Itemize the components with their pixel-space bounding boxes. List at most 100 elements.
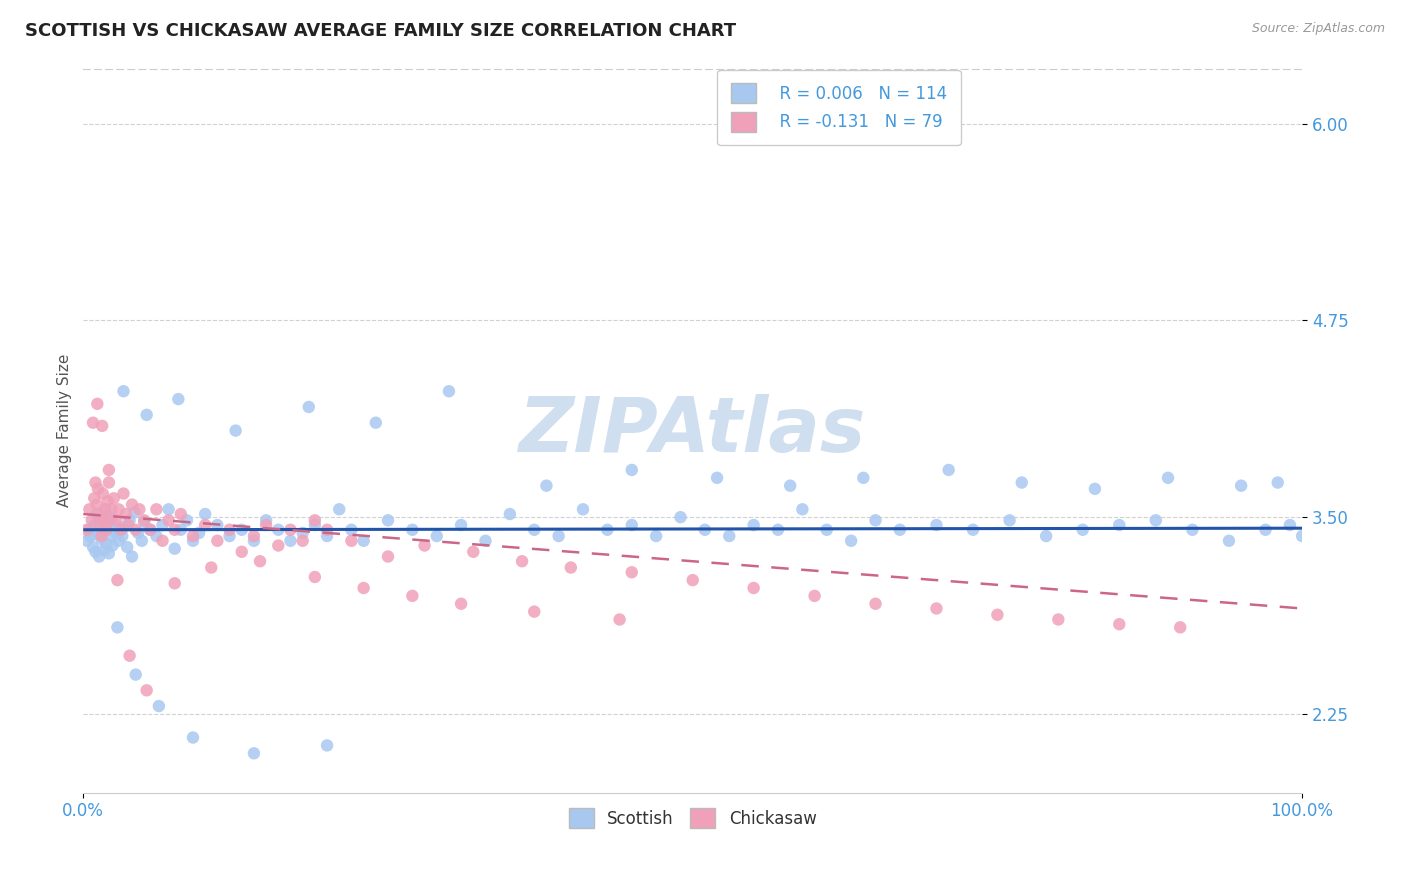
Point xyxy=(115,507,138,521)
Point xyxy=(353,533,375,548)
Point xyxy=(89,549,111,564)
Point xyxy=(304,513,326,527)
Y-axis label: Average Family Size: Average Family Size xyxy=(58,354,72,508)
Point xyxy=(127,525,149,540)
Point xyxy=(377,513,399,527)
Point xyxy=(231,545,253,559)
Point xyxy=(1230,478,1253,492)
Point xyxy=(111,529,134,543)
Point xyxy=(135,408,157,422)
Point xyxy=(267,539,290,553)
Point xyxy=(280,523,302,537)
Point xyxy=(139,523,162,537)
Point xyxy=(80,513,103,527)
Point xyxy=(93,513,115,527)
Point xyxy=(523,523,546,537)
Point xyxy=(1168,620,1191,634)
Point xyxy=(243,529,266,543)
Point xyxy=(304,570,326,584)
Point xyxy=(1267,475,1289,490)
Point xyxy=(97,494,120,508)
Point xyxy=(79,523,101,537)
Point xyxy=(316,523,339,537)
Point xyxy=(115,540,138,554)
Point xyxy=(163,523,186,537)
Point xyxy=(1108,617,1130,632)
Point xyxy=(125,523,148,537)
Point xyxy=(839,533,862,548)
Point xyxy=(450,597,472,611)
Point xyxy=(766,523,789,537)
Point xyxy=(97,463,120,477)
Point xyxy=(353,581,375,595)
Point xyxy=(1035,529,1057,543)
Point xyxy=(938,463,960,477)
Point xyxy=(474,533,496,548)
Point xyxy=(83,491,105,506)
Point xyxy=(304,518,326,533)
Point xyxy=(114,519,136,533)
Point xyxy=(148,699,170,714)
Point xyxy=(76,533,98,548)
Point xyxy=(107,573,129,587)
Point xyxy=(523,605,546,619)
Point xyxy=(181,529,204,543)
Point xyxy=(112,384,135,399)
Point xyxy=(450,518,472,533)
Point xyxy=(779,478,801,492)
Point xyxy=(200,560,222,574)
Point xyxy=(316,529,339,543)
Point xyxy=(82,540,104,554)
Point xyxy=(98,510,121,524)
Point xyxy=(962,523,984,537)
Point xyxy=(401,523,423,537)
Point xyxy=(90,532,112,546)
Point xyxy=(340,533,363,548)
Point xyxy=(82,416,104,430)
Point xyxy=(426,529,449,543)
Point xyxy=(207,533,229,548)
Point xyxy=(267,523,290,537)
Point xyxy=(181,533,204,548)
Point xyxy=(669,510,692,524)
Point xyxy=(103,516,125,531)
Point xyxy=(84,475,107,490)
Point xyxy=(225,424,247,438)
Point xyxy=(110,523,132,537)
Point xyxy=(463,545,485,559)
Point xyxy=(94,502,117,516)
Point xyxy=(167,392,190,406)
Point xyxy=(682,573,704,587)
Point xyxy=(547,529,569,543)
Point xyxy=(194,518,217,533)
Point xyxy=(100,529,122,543)
Point xyxy=(1047,612,1070,626)
Point xyxy=(79,529,101,543)
Point xyxy=(108,523,131,537)
Point xyxy=(207,518,229,533)
Point xyxy=(181,731,204,745)
Point xyxy=(693,523,716,537)
Point xyxy=(112,486,135,500)
Point xyxy=(1181,523,1204,537)
Point xyxy=(83,518,105,533)
Point xyxy=(298,400,321,414)
Point xyxy=(316,739,339,753)
Point xyxy=(718,529,741,543)
Point xyxy=(84,545,107,559)
Point xyxy=(609,612,631,626)
Point xyxy=(86,507,108,521)
Point xyxy=(89,513,111,527)
Point xyxy=(124,505,146,519)
Point xyxy=(121,498,143,512)
Point xyxy=(413,539,436,553)
Point xyxy=(134,515,156,529)
Point xyxy=(510,554,533,568)
Point xyxy=(145,502,167,516)
Text: ZIPAtlas: ZIPAtlas xyxy=(519,393,866,467)
Point xyxy=(377,549,399,564)
Point xyxy=(125,667,148,681)
Point xyxy=(1157,471,1180,485)
Point xyxy=(152,533,174,548)
Point xyxy=(105,525,128,540)
